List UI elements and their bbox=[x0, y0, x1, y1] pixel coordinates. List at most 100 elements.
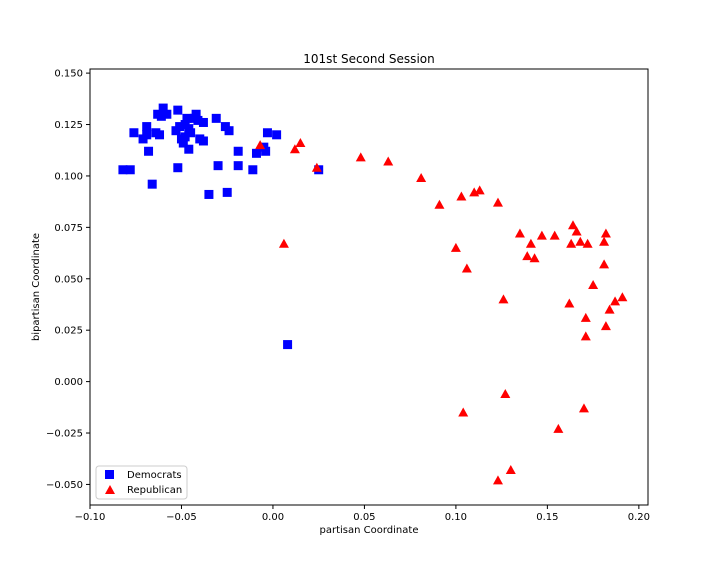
democrat-point bbox=[272, 130, 282, 140]
democrat-point bbox=[129, 128, 139, 138]
republican-point bbox=[416, 173, 427, 182]
democrat-point bbox=[125, 165, 135, 175]
legend-label-democrats: Democrats bbox=[127, 470, 182, 481]
republican-point bbox=[600, 228, 611, 238]
y-tick-label: 0.000 bbox=[54, 377, 83, 388]
democrat-point bbox=[251, 148, 261, 158]
republican-point bbox=[461, 263, 472, 273]
republican-point bbox=[575, 236, 586, 246]
republican-point bbox=[474, 185, 485, 195]
legend-marker-democrats bbox=[105, 470, 114, 479]
democrat-point bbox=[162, 109, 172, 119]
democrat-point bbox=[191, 109, 201, 119]
democrat-point bbox=[186, 128, 196, 138]
x-tick-label: −0.10 bbox=[75, 512, 106, 523]
republican-point bbox=[514, 228, 525, 238]
democrat-point bbox=[262, 128, 272, 138]
democrat-point bbox=[211, 113, 221, 123]
republican-point bbox=[505, 465, 516, 475]
y-axis-title: bipartisan Coordinate bbox=[31, 233, 42, 341]
x-tick-label: 0.10 bbox=[445, 512, 467, 523]
republican-point bbox=[599, 259, 610, 269]
republican-point bbox=[295, 138, 306, 148]
democrat-point bbox=[175, 122, 185, 132]
democrat-point bbox=[204, 189, 214, 199]
democrat-point bbox=[198, 136, 208, 146]
y-tick-label: 0.025 bbox=[54, 326, 83, 337]
democrat-point bbox=[144, 146, 154, 156]
y-tick-label: 0.150 bbox=[54, 69, 83, 80]
y-tick-label: 0.050 bbox=[54, 274, 83, 285]
republican-point bbox=[255, 140, 266, 150]
democrat-point bbox=[213, 161, 223, 171]
y-tick-label: 0.125 bbox=[54, 120, 83, 131]
republican-point bbox=[588, 279, 599, 289]
republican-point bbox=[580, 331, 591, 341]
democrat-point bbox=[180, 132, 190, 142]
democrat-point bbox=[142, 130, 152, 140]
x-tick-label: 0.00 bbox=[262, 512, 284, 523]
y-tick-label: −0.050 bbox=[46, 480, 83, 491]
republican-point bbox=[582, 238, 593, 248]
republican-point bbox=[522, 251, 533, 261]
republican-point bbox=[450, 242, 461, 252]
democrat-point bbox=[158, 103, 168, 113]
republican-point bbox=[434, 199, 445, 209]
republican-point bbox=[610, 296, 621, 306]
democrat-point bbox=[233, 146, 243, 156]
y-tick-label: −0.025 bbox=[46, 429, 83, 440]
republican-point bbox=[549, 230, 560, 240]
plot-frame bbox=[89, 68, 649, 506]
democrat-point bbox=[248, 165, 258, 175]
x-axis-title: partisan Coordinate bbox=[320, 525, 419, 536]
republican-point bbox=[567, 220, 578, 230]
republican-point bbox=[566, 238, 577, 248]
republican-point bbox=[311, 162, 322, 172]
y-tick-label: 0.075 bbox=[54, 223, 83, 234]
democrat-point bbox=[261, 146, 271, 156]
legend-box bbox=[95, 465, 188, 500]
republican-point bbox=[500, 388, 511, 398]
democrat-point bbox=[198, 117, 208, 127]
republican-point bbox=[383, 156, 394, 166]
republican-point bbox=[536, 230, 547, 240]
republican-point bbox=[604, 304, 615, 314]
x-tick-label: 0.15 bbox=[536, 512, 558, 523]
x-tick-label: 0.20 bbox=[628, 512, 650, 523]
republican-point bbox=[278, 238, 289, 248]
democrat-point bbox=[184, 144, 194, 154]
republican-point bbox=[571, 226, 582, 236]
democrat-point bbox=[182, 113, 192, 123]
republican-point bbox=[355, 152, 366, 162]
x-tick-label: −0.05 bbox=[166, 512, 197, 523]
democrat-point bbox=[142, 122, 152, 132]
democrat-point bbox=[118, 165, 128, 175]
legend-label-republican: Republican bbox=[127, 485, 182, 496]
democrat-point bbox=[178, 138, 188, 148]
legend-marker-republican bbox=[105, 485, 115, 494]
republican-point bbox=[289, 144, 300, 154]
republican-point bbox=[492, 197, 503, 207]
democrat-point bbox=[155, 130, 165, 140]
chart-title: 101st Second Session bbox=[303, 52, 434, 66]
republican-point bbox=[578, 403, 589, 413]
legend: Democrats Republican bbox=[95, 465, 188, 500]
republican-point bbox=[564, 298, 575, 308]
republican-point bbox=[458, 407, 469, 417]
republican-point bbox=[553, 423, 564, 433]
democrat-point bbox=[283, 340, 293, 350]
republican-point bbox=[498, 294, 509, 304]
republican-point bbox=[599, 236, 610, 246]
democrat-point bbox=[156, 111, 166, 121]
x-axis: −0.10 −0.05 0.00 0.05 0.10 0.15 0.20 bbox=[75, 505, 650, 523]
democrat-point bbox=[193, 115, 203, 125]
republican-point bbox=[600, 321, 611, 331]
republican-point bbox=[580, 312, 591, 322]
democrat-point bbox=[147, 179, 157, 189]
democrat-point bbox=[233, 161, 243, 171]
x-tick-label: 0.05 bbox=[353, 512, 375, 523]
y-axis: −0.050 −0.025 0.000 0.025 0.050 0.075 0.100 0.1… bbox=[46, 69, 90, 491]
y-tick-label: 0.100 bbox=[54, 171, 83, 182]
republican-point bbox=[529, 253, 540, 263]
republican-point bbox=[525, 238, 536, 248]
